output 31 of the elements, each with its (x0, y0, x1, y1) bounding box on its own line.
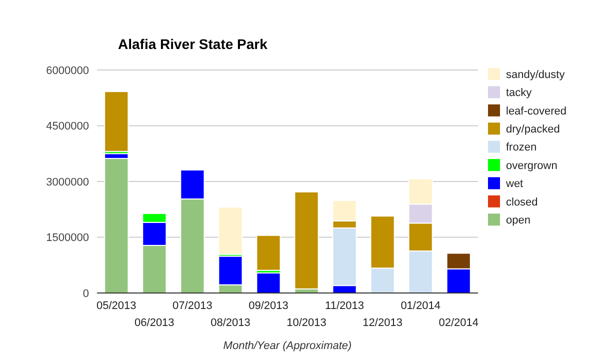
bar (294, 191, 319, 290)
bar (256, 234, 281, 271)
x-tick-label: 10/2013 (286, 317, 326, 329)
legend-label: dry/packed (506, 123, 560, 136)
x-tick-label: 06/2013 (134, 317, 174, 329)
legend-label: sandy/dusty (506, 68, 566, 81)
legend-label: closed (506, 196, 538, 208)
x-tick-label: 12/2013 (362, 317, 402, 329)
legend-label: overgrown (506, 160, 558, 172)
legend-label: tacky (506, 87, 532, 100)
legend-label: wet (505, 178, 524, 190)
x-tick-label: 01/2014 (400, 300, 440, 312)
y-tick-label: 1500000 (46, 232, 89, 244)
bar (256, 272, 281, 294)
y-tick-label: 0 (82, 288, 89, 300)
y-tick-label: 3000000 (46, 176, 89, 188)
x-tick-label: 07/2013 (172, 300, 212, 312)
bar (104, 158, 129, 294)
x-tick-label: 02/2014 (438, 317, 478, 329)
y-tick-label: 4500000 (46, 120, 89, 133)
legend-label: open (506, 214, 530, 226)
x-axis-title: Month/Year (Approximate) (223, 340, 352, 352)
legend-label: leaf-covered (506, 105, 567, 118)
y-tick-label: 6000000 (46, 64, 89, 77)
chart-title: Alafia River State Park (118, 36, 268, 52)
legend-label: frozen (506, 142, 537, 154)
x-tick-label: 11/2013 (325, 300, 364, 312)
x-tick-label: 09/2013 (248, 300, 288, 312)
x-tick-label: 05/2013 (96, 300, 136, 312)
bar (104, 91, 129, 152)
x-tick-label: 08/2013 (210, 317, 250, 329)
